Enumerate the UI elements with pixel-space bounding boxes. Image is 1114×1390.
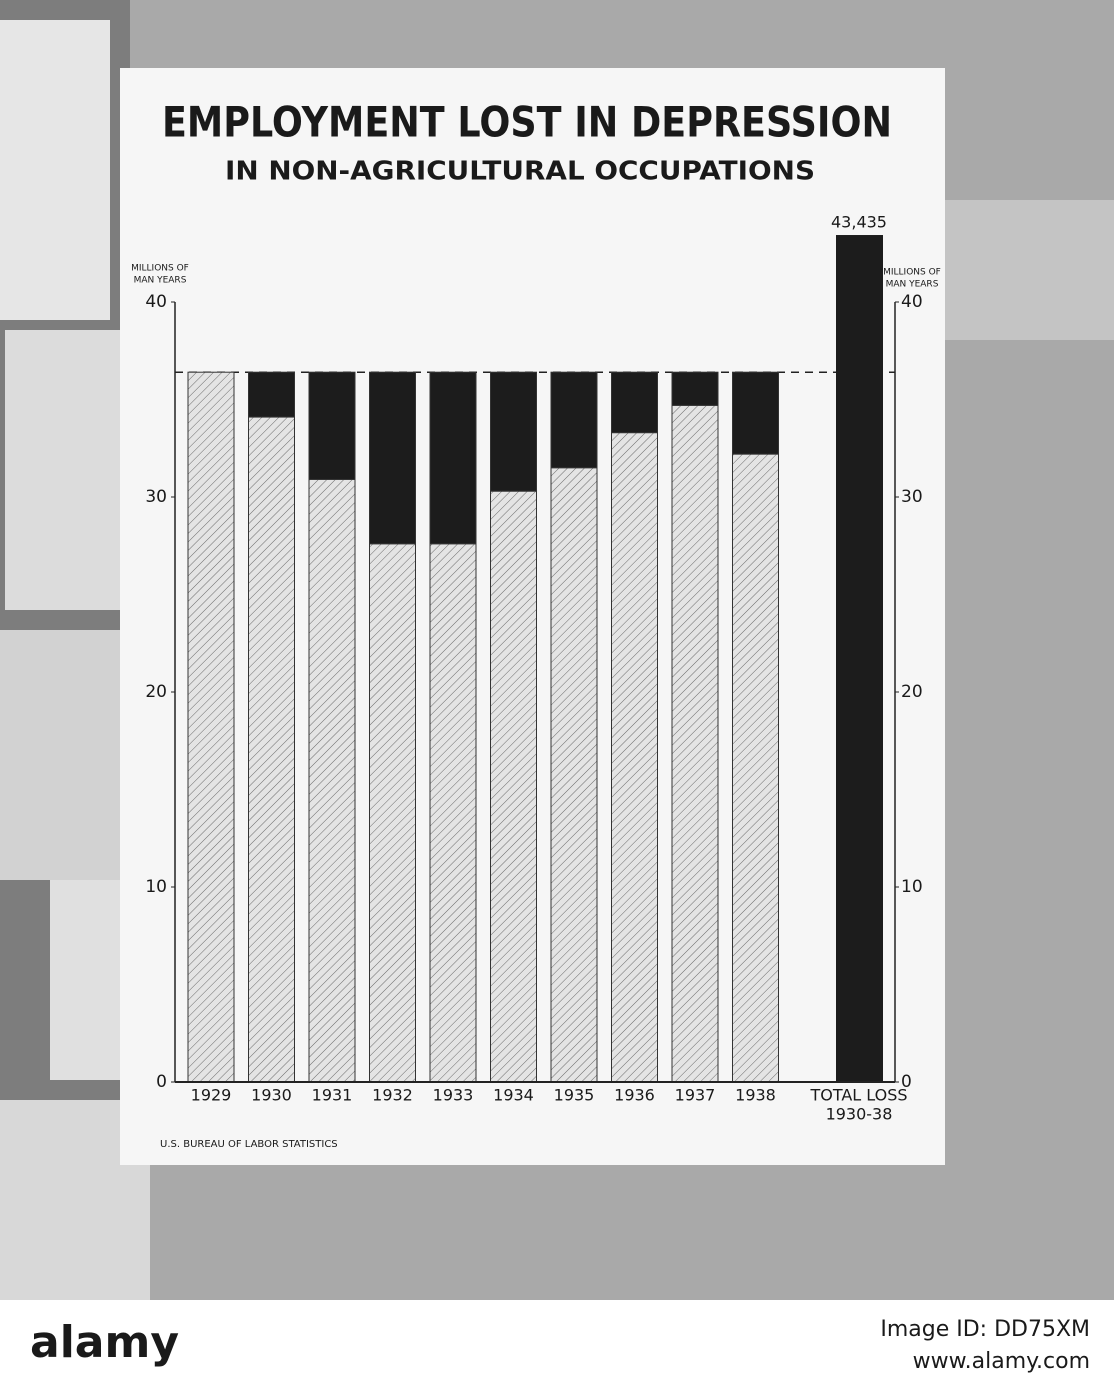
y-axis-label: MILLIONS OF	[131, 264, 189, 274]
lost-bar	[429, 371, 477, 545]
total-label: TOTAL LOSS	[809, 1086, 907, 1105]
employed-bar	[369, 543, 416, 1083]
total-label: 1930-38	[826, 1105, 893, 1124]
employed-bar	[732, 453, 779, 1083]
employed-bar	[611, 432, 658, 1083]
y-tick-label: 0	[156, 1072, 167, 1092]
lost-bar	[611, 371, 658, 434]
paper	[0, 630, 125, 880]
x-tick-label: 1930	[251, 1086, 292, 1105]
y2-axis-label: MILLIONS OF	[883, 268, 941, 278]
x-tick-label: 1933	[433, 1086, 474, 1105]
source: U.S. BUREAU OF LABOR STATISTICS	[160, 1139, 338, 1150]
employed-bar	[187, 371, 235, 1083]
y2-tick-label: 30	[901, 487, 923, 507]
employed-bar	[490, 490, 537, 1083]
lost-bar	[732, 371, 779, 455]
x-tick-label: 1935	[554, 1086, 595, 1105]
lost-bar	[490, 371, 537, 492]
employed-bar	[429, 543, 477, 1083]
y-axis-label: MAN YEARS	[134, 276, 187, 286]
employed-bar	[550, 467, 598, 1083]
lost-bar	[550, 371, 598, 469]
lost-bar	[308, 371, 356, 480]
x-tick-label: 1929	[191, 1086, 232, 1105]
x-tick-label: 1932	[372, 1086, 413, 1105]
watermark-url: www.alamy.com	[913, 1349, 1090, 1374]
lost-bar	[248, 371, 295, 418]
y-tick-label: 10	[145, 877, 167, 897]
total-value-label: 43,435	[831, 213, 887, 232]
paper	[0, 20, 110, 320]
total-loss-bar	[836, 235, 883, 1082]
lost-bar	[369, 371, 416, 545]
chart-subtitle: IN NON-AGRICULTURAL OCCUPATIONS	[225, 157, 815, 187]
molding	[940, 200, 1114, 340]
y2-tick-label: 40	[901, 292, 923, 312]
y2-tick-label: 10	[901, 877, 923, 897]
y-tick-label: 20	[145, 682, 167, 702]
y2-tick-label: 20	[901, 682, 923, 702]
x-tick-label: 1936	[614, 1086, 655, 1105]
x-tick-label: 1931	[312, 1086, 353, 1105]
employed-bar	[248, 416, 295, 1083]
y-tick-label: 30	[145, 487, 167, 507]
y2-tick-label: 0	[901, 1072, 912, 1092]
chart-title: EMPLOYMENT LOST IN DEPRESSION	[162, 98, 892, 147]
x-tick-label: 1937	[675, 1086, 716, 1105]
employed-bar	[671, 404, 719, 1083]
x-tick-label: 1934	[493, 1086, 534, 1105]
employed-bar	[308, 478, 356, 1083]
lost-bar	[671, 371, 719, 406]
x-tick-label: 1938	[735, 1086, 776, 1105]
paper	[5, 330, 120, 610]
watermark-brand: alamy	[30, 1317, 179, 1368]
y2-axis-label: MAN YEARS	[886, 280, 939, 290]
watermark-band	[0, 1300, 1114, 1390]
watermark-id: Image ID: DD75XM	[880, 1317, 1090, 1342]
y-tick-label: 40	[145, 292, 167, 312]
